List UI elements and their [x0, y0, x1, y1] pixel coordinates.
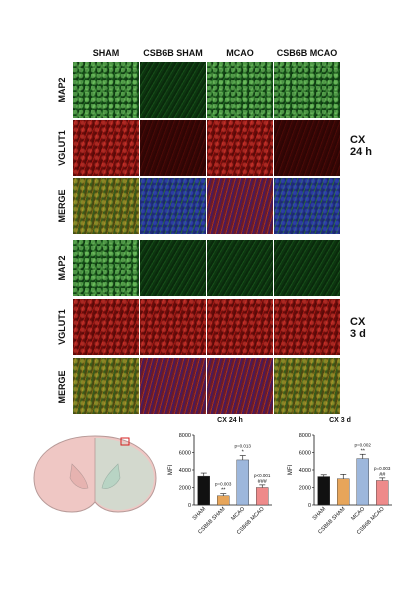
micrograph-vglut1-sham-3d	[73, 299, 139, 355]
micrograph-vglut1-csb6b-sham-3d	[140, 299, 206, 355]
bar	[236, 459, 249, 506]
y-tick-label: 6000	[179, 451, 191, 457]
micrograph-map2-csb6b-sham-3d	[140, 240, 206, 296]
bar	[337, 478, 350, 506]
column-header-mcao: MCAO	[226, 48, 254, 58]
category-label: SHAM	[312, 506, 328, 522]
micrograph-merge-mcao-24h	[207, 178, 273, 234]
timepoint-tag-24h: CX 24 h	[350, 134, 372, 158]
y-tick-label: 0	[308, 503, 311, 509]
bar	[197, 475, 210, 506]
micrograph-vglut1-csb6b-mcao-3d	[274, 299, 340, 355]
row-label-vglut1-3d: VGLUT1	[57, 309, 67, 345]
y-tick-label: 4000	[299, 468, 311, 474]
cortex-region-marker	[120, 437, 130, 446]
column-header-csb6b-sham: CSB6B SHAM	[143, 48, 203, 58]
micrograph-map2-csb6b-mcao-24h	[274, 62, 340, 118]
p-value-label: p=0.003	[374, 466, 391, 471]
y-tick-label: 4000	[179, 468, 191, 474]
significance-marker: ##	[379, 472, 386, 478]
p-value-label: p=0.002	[355, 442, 372, 447]
brain-right-hemisphere-highlight	[95, 438, 154, 510]
micrograph-merge-csb6b-mcao-24h	[274, 178, 340, 234]
micrograph-map2-mcao-24h	[207, 62, 273, 118]
y-tick-label: 2000	[179, 486, 191, 492]
micrograph-map2-sham-3d	[73, 240, 139, 296]
significance-marker: **	[221, 488, 226, 494]
micrograph-vglut1-csb6b-mcao-24h	[274, 120, 340, 176]
timepoint-tag-3d: CX 3 d	[350, 316, 366, 340]
category-label: MCAO	[350, 506, 366, 522]
bar	[356, 458, 369, 506]
micrograph-merge-csb6b-sham-3d	[140, 358, 206, 414]
brain-section-diagram	[33, 435, 157, 513]
y-axis-label: MFI	[168, 465, 174, 476]
bar	[376, 480, 389, 506]
timepoint-tag-3d-line1: CX	[350, 316, 366, 328]
micrograph-vglut1-mcao-24h	[207, 120, 273, 176]
row-label-vglut1-24h: VGLUT1	[57, 130, 67, 166]
bar	[256, 487, 269, 506]
significance-marker: ###	[258, 479, 268, 485]
category-label: MCAO	[230, 506, 246, 522]
micrograph-vglut1-mcao-3d	[207, 299, 273, 355]
micrograph-map2-csb6b-sham-24h	[140, 62, 206, 118]
timepoint-tag-24h-line1: CX	[350, 134, 366, 146]
timepoint-tag-3d-line2: 3 d	[350, 328, 366, 340]
micrograph-map2-mcao-3d	[207, 240, 273, 296]
y-tick-label: 8000	[299, 433, 311, 439]
micrograph-vglut1-sham-24h	[73, 120, 139, 176]
significance-marker: *	[242, 450, 245, 456]
bar	[217, 495, 230, 506]
row-label-merge-24h: MERGE	[57, 189, 67, 223]
significance-marker: **	[361, 448, 366, 454]
brain-ventricle-right	[101, 463, 121, 489]
y-axis-label: MFI	[288, 465, 294, 476]
micrograph-merge-sham-3d	[73, 358, 139, 414]
column-header-csb6b-mcao: CSB6B MCAO	[276, 48, 338, 58]
category-label: SHAM	[192, 506, 208, 522]
y-tick-label: 0	[188, 503, 191, 509]
timepoint-tag-24h-line2: 24 h	[350, 146, 373, 158]
micrograph-map2-csb6b-mcao-3d	[274, 240, 340, 296]
p-value-label: p<0.001	[254, 473, 271, 478]
micrograph-merge-csb6b-mcao-3d	[274, 358, 340, 414]
micrograph-merge-csb6b-sham-24h	[140, 178, 206, 234]
y-tick-label: 8000	[179, 433, 191, 439]
micrograph-vglut1-csb6b-sham-24h	[140, 120, 206, 176]
y-tick-label: 2000	[299, 486, 311, 492]
brain-ventricle-left	[69, 463, 89, 489]
micrograph-merge-mcao-3d	[207, 358, 273, 414]
bar	[317, 476, 330, 506]
row-label-map2-24h: MAP2	[57, 77, 67, 103]
p-value-label: p=0.003	[215, 482, 232, 487]
row-label-map2-3d: MAP2	[57, 255, 67, 281]
chart-title-24h: CX 24 h	[217, 417, 243, 424]
y-tick-label: 6000	[299, 451, 311, 457]
column-header-sham: SHAM	[92, 48, 120, 58]
p-value-label: p=0.013	[235, 444, 252, 449]
micrograph-map2-sham-24h	[73, 62, 139, 118]
micrograph-merge-sham-24h	[73, 178, 139, 234]
row-label-merge-3d: MERGE	[57, 370, 67, 404]
chart-title-3d: CX 3 d	[329, 417, 351, 424]
